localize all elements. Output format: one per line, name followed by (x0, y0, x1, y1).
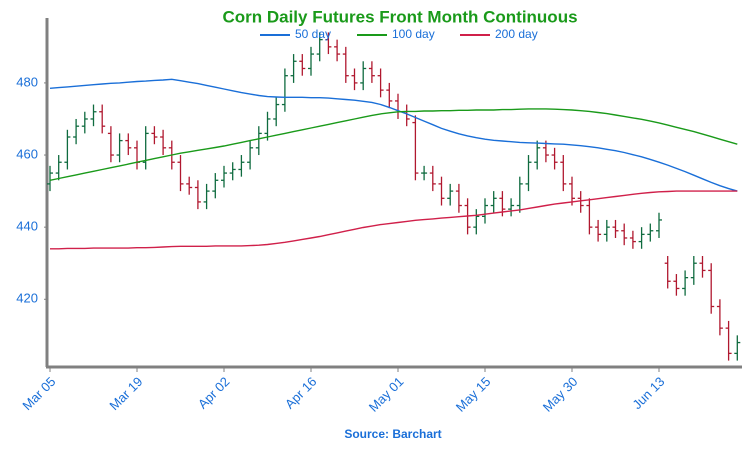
y-tick-label: 440 (16, 219, 38, 234)
y-tick-label: 420 (16, 291, 38, 306)
legend-label: 100 day (392, 27, 435, 41)
ma-line (50, 190, 738, 250)
legend-label: 50 day (295, 27, 331, 41)
chart-title: Corn Daily Futures Front Month Continuou… (222, 7, 577, 26)
x-tick-label: Mar 19 (106, 374, 145, 413)
ma-line (49, 78, 738, 192)
x-tick-label: May 15 (453, 374, 494, 415)
x-tick-label: Apr 02 (195, 374, 233, 412)
x-tick-label: Jun 13 (629, 374, 667, 412)
legend-label: 200 day (495, 27, 538, 41)
x-tick-label: Apr 16 (282, 374, 320, 412)
ma-line (49, 108, 738, 181)
y-tick-label: 480 (16, 74, 38, 89)
y-tick-label: 460 (16, 146, 38, 161)
x-tick-label: May 30 (540, 374, 581, 415)
x-tick-label: May 01 (366, 374, 407, 415)
x-tick-label: Mar 05 (19, 374, 58, 413)
source: Source: Barchart (344, 427, 441, 441)
